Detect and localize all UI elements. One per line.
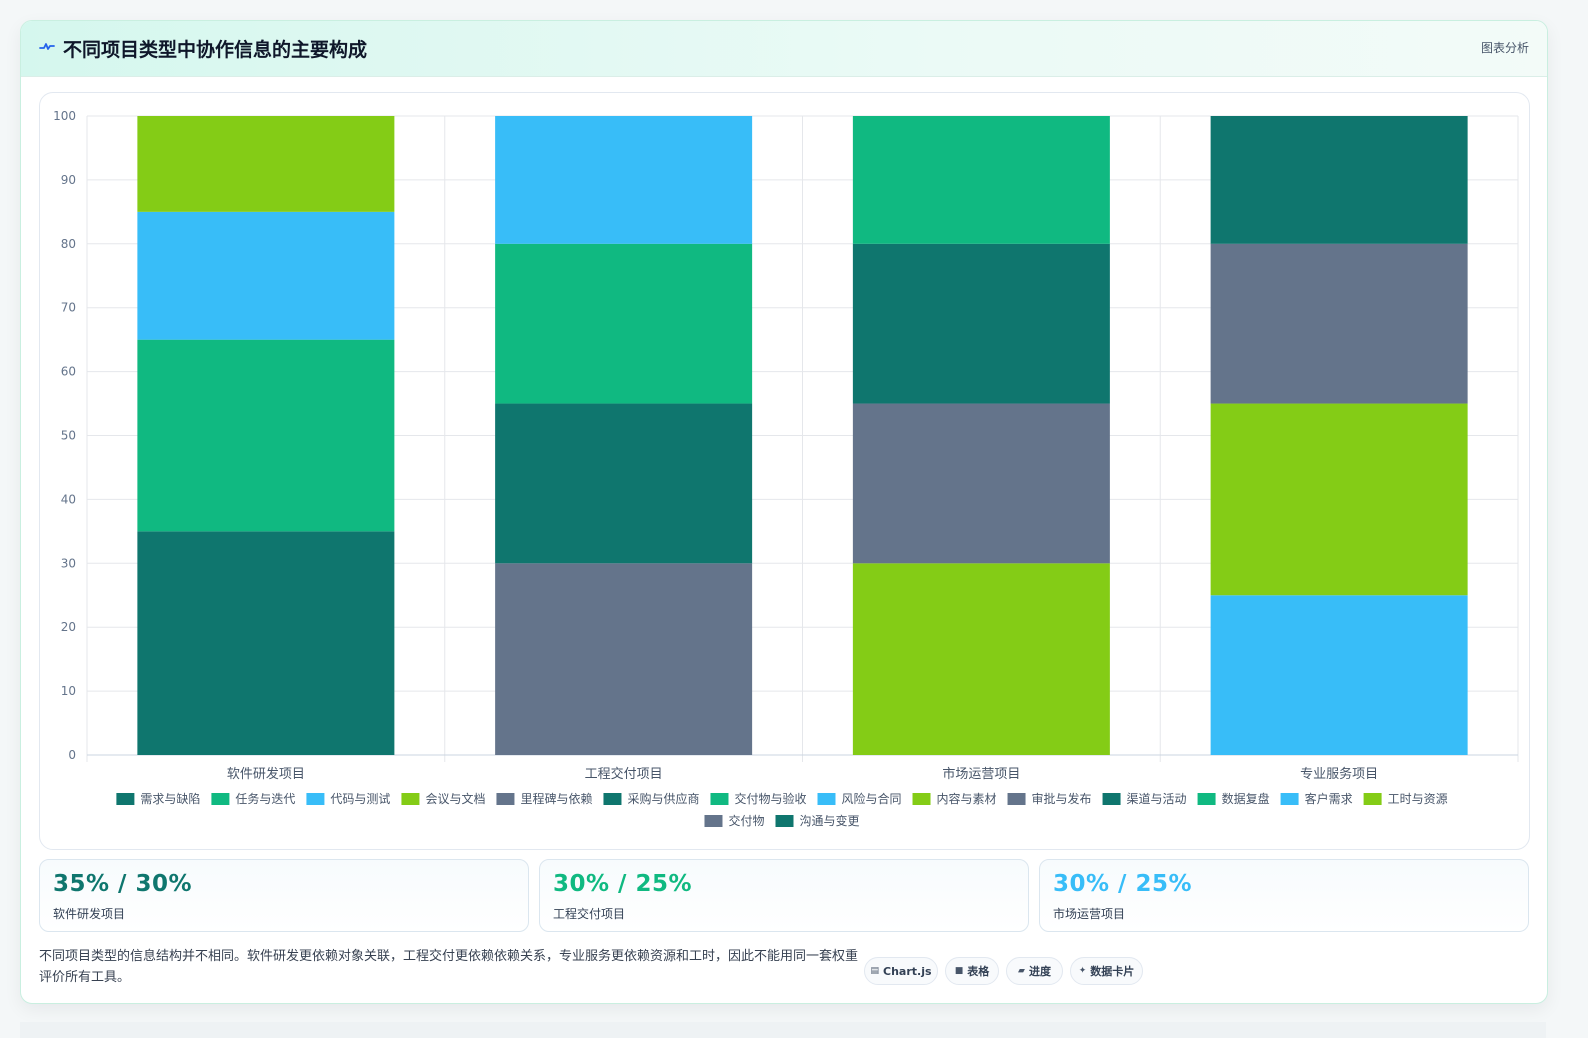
legend-label: 工时与资源 — [1388, 792, 1448, 806]
y-tick-label: 90 — [61, 173, 76, 187]
summary-note: 不同项目类型的信息结构并不相同。软件研发更依赖对象关联，工程交付更依赖依赖关系，… — [39, 949, 859, 985]
legend-swatch — [116, 793, 135, 805]
bar-segment — [1210, 403, 1468, 596]
stat-value: 35% / 30% — [53, 871, 193, 897]
legend-swatch — [211, 793, 230, 805]
x-category-label: 专业服务项目 — [1300, 766, 1378, 782]
legend-swatch — [1197, 793, 1216, 805]
card-header: 不同项目类型中协作信息的主要构成 图表分析 — [21, 21, 1547, 77]
legend-swatch — [603, 793, 622, 805]
legend-swatch — [1007, 793, 1026, 805]
bar-segment — [137, 339, 395, 532]
legend-label: 代码与测试 — [330, 791, 390, 806]
stat-card-engineering: 30% / 25% 工程交付项目 — [539, 859, 1029, 932]
legend-swatch — [912, 793, 931, 805]
bar-segment — [137, 211, 395, 340]
chip-label: 进度 — [1028, 965, 1051, 978]
y-tick-label: 20 — [61, 620, 76, 634]
legend-label: 渠道与活动 — [1127, 792, 1187, 806]
stat-value: 30% / 25% — [1053, 871, 1193, 897]
bar-segment — [495, 403, 753, 564]
chart-card: 不同项目类型中协作信息的主要构成 图表分析 0 10 20 30 40 50 60 70 80 9… — [20, 20, 1548, 1004]
chip-data-card[interactable]: ✦ 数据卡片 — [1070, 957, 1143, 985]
sparkle-icon: ✦ — [1078, 966, 1087, 976]
bar-segment — [137, 116, 395, 212]
stacked-bar-chart: 0 10 20 30 40 50 60 70 80 90 100 软件研发项目 工程交付项目 市场运营项目… — [53, 109, 1519, 828]
y-tick-label: 50 — [61, 429, 76, 443]
legend-label: 会议与文档 — [425, 791, 485, 806]
legend-swatch — [306, 793, 325, 805]
bar-segment — [495, 243, 753, 404]
legend-label: 内容与素材 — [937, 791, 997, 806]
bar-segment — [852, 563, 1110, 755]
progress-icon: ▰ — [1018, 966, 1025, 976]
y-tick-label: 30 — [61, 556, 76, 570]
legend-label: 数据复盘 — [1222, 791, 1270, 806]
chip-progress[interactable]: ▰ 进度 — [1006, 957, 1063, 985]
legend-label: 客户需求 — [1305, 791, 1353, 806]
stat-value: 30% / 25% — [553, 871, 693, 897]
y-tick-label: 40 — [61, 492, 76, 506]
bar-segment — [852, 403, 1110, 564]
table-icon: ■ — [954, 966, 964, 976]
legend-swatch — [496, 793, 515, 805]
legend-label: 需求与缺陷 — [140, 791, 200, 806]
x-category-label: 市场运营项目 — [942, 766, 1020, 782]
legend-swatch — [401, 793, 420, 805]
legend-swatch — [1102, 793, 1121, 805]
legend-swatch — [710, 793, 729, 805]
y-tick-label: 60 — [61, 365, 76, 379]
stat-card-marketing: 30% / 25% 市场运营项目 — [1039, 859, 1529, 932]
y-tick-label: 10 — [61, 684, 76, 698]
x-category-label: 软件研发项目 — [227, 766, 305, 782]
chart-panel: 0 10 20 30 40 50 60 70 80 90 100 软件研发项目 工程交付项目 市场运营项目… — [39, 92, 1530, 850]
bar-segment — [1210, 595, 1468, 755]
pulse-icon — [39, 43, 55, 50]
legend-swatch — [817, 793, 836, 805]
page-title: 不同项目类型中协作信息的主要构成 — [63, 39, 368, 61]
y-tick-label: 0 — [68, 748, 76, 762]
stat-label: 市场运营项目 — [1053, 907, 1126, 921]
x-category-label: 工程交付项目 — [585, 766, 663, 782]
legend-label: 里程碑与依赖 — [520, 791, 592, 806]
legend-label: 沟通与变更 — [800, 813, 860, 828]
chart-icon: ▤ — [870, 966, 879, 976]
stat-card-software: 35% / 30% 软件研发项目 — [39, 859, 529, 932]
legend-swatch — [1363, 793, 1382, 805]
bar-segment — [137, 531, 395, 755]
bar-segment — [1210, 116, 1468, 244]
bar-segment — [1210, 243, 1468, 404]
legend-label: 风险与合同 — [842, 791, 902, 806]
stat-label: 工程交付项目 — [553, 907, 626, 921]
chip-label: 数据卡片 — [1090, 965, 1135, 978]
bar-segment — [495, 116, 753, 244]
y-tick-label: 100 — [53, 109, 76, 123]
chip-label: Chart.js — [883, 964, 932, 978]
page-bottom-edge — [20, 1022, 1546, 1038]
chart-analysis-tag: 图表分析 — [1480, 41, 1529, 55]
stat-label: 软件研发项目 — [53, 907, 126, 921]
legend-swatch — [704, 815, 723, 827]
bar-segment — [852, 243, 1110, 404]
legend-label: 交付物与验收 — [734, 791, 806, 806]
legend-label: 任务与迭代 — [235, 791, 295, 806]
chip-chartjs[interactable]: ▤ Chart.js — [864, 957, 938, 985]
legend-label: 审批与发布 — [1032, 791, 1092, 806]
legend-swatch — [775, 815, 794, 827]
y-tick-label: 70 — [61, 301, 76, 315]
legend-swatch — [1280, 793, 1299, 805]
bar-segment — [852, 116, 1110, 244]
chip-label: 表格 — [967, 965, 990, 978]
y-tick-label: 80 — [61, 237, 76, 251]
bar-segment — [495, 563, 753, 755]
legend-label: 交付物 — [728, 813, 764, 828]
chip-table[interactable]: ■ 表格 — [945, 957, 999, 985]
legend-label: 采购与供应商 — [627, 791, 699, 806]
